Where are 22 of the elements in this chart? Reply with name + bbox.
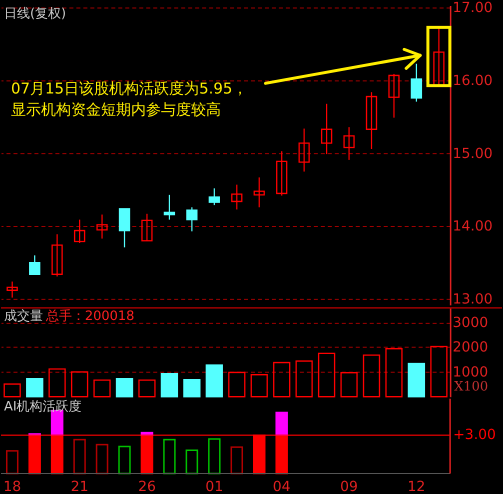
y-tick-label: 15.00 xyxy=(452,146,493,162)
y-tick-label: 2000 xyxy=(452,340,488,356)
y-tick-label: 13.00 xyxy=(452,292,493,308)
x-tick-label: 21 xyxy=(70,479,88,496)
x-tick-label: 12 xyxy=(408,479,426,496)
annotation: 总手：200018 xyxy=(44,308,134,324)
text: +3.00 xyxy=(453,427,496,444)
y-axis-title: X100 xyxy=(454,380,488,395)
chart-title: 成交量 xyxy=(4,308,43,324)
x-tick-label: 26 xyxy=(138,479,156,496)
annotation: 07月15日该股机构活跃度为5.95，显示机构资金短期内参与度较高 xyxy=(10,79,248,118)
x-tick-label: 18 xyxy=(3,479,22,496)
y-tick-label: 3000 xyxy=(452,314,488,331)
y-tick-label: 14.00 xyxy=(452,218,493,235)
x-tick-label: 09 xyxy=(340,479,358,496)
x-tick-label: 01 xyxy=(205,479,224,496)
chart-title: 日线(复权) xyxy=(4,6,66,22)
y-tick-label: 16.00 xyxy=(452,73,493,90)
y-tick-label: 17.00 xyxy=(452,0,493,16)
chart-title: AI机构活跃度 xyxy=(4,398,82,415)
x-tick-label: 04 xyxy=(272,479,291,496)
y-tick-label: 1000 xyxy=(452,364,488,380)
